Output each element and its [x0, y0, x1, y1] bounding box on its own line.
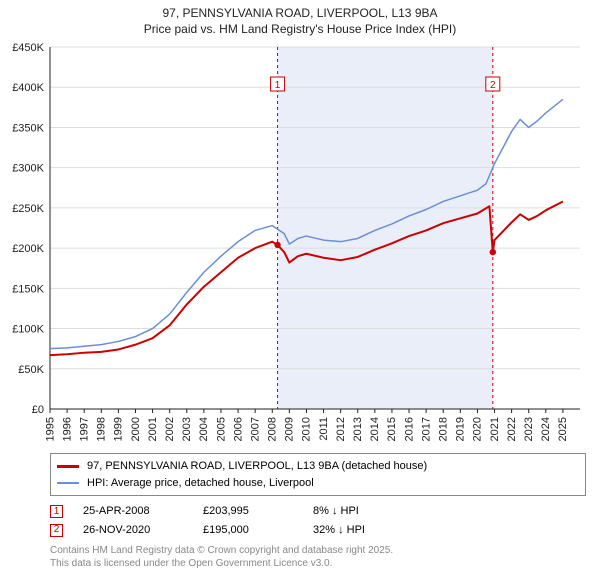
- sale-marker-box: 1: [50, 505, 63, 518]
- svg-text:2010: 2010: [301, 417, 313, 441]
- svg-text:2023: 2023: [523, 417, 535, 441]
- sale-date: 26-NOV-2020: [83, 521, 183, 540]
- svg-text:2000: 2000: [130, 417, 142, 441]
- sale-marker-box: 2: [50, 524, 63, 537]
- svg-text:1: 1: [275, 80, 281, 91]
- svg-text:2012: 2012: [335, 417, 347, 441]
- svg-text:£250K: £250K: [12, 203, 44, 215]
- svg-text:2024: 2024: [540, 417, 552, 441]
- svg-text:£350K: £350K: [12, 123, 44, 135]
- svg-text:1998: 1998: [96, 417, 108, 441]
- svg-text:2005: 2005: [215, 417, 227, 441]
- svg-text:1999: 1999: [113, 417, 125, 441]
- legend-row: HPI: Average price, detached house, Live…: [57, 475, 579, 492]
- svg-text:2019: 2019: [455, 417, 467, 441]
- sale-price: £203,995: [203, 502, 293, 521]
- title-line-1: 97, PENNSYLVANIA ROAD, LIVERPOOL, L13 9B…: [0, 6, 600, 22]
- svg-text:2011: 2011: [318, 417, 330, 441]
- svg-text:£50K: £50K: [18, 364, 44, 376]
- sale-price: £195,000: [203, 521, 293, 540]
- svg-text:£450K: £450K: [12, 42, 44, 54]
- legend-label: 97, PENNSYLVANIA ROAD, LIVERPOOL, L13 9B…: [87, 458, 427, 475]
- svg-text:2007: 2007: [249, 417, 261, 441]
- sale-row: 2 26-NOV-2020 £195,000 32% ↓ HPI: [50, 521, 586, 540]
- chart-container: 97, PENNSYLVANIA ROAD, LIVERPOOL, L13 9B…: [0, 0, 600, 560]
- sales-table: 1 25-APR-2008 £203,995 8% ↓ HPI 2 26-NOV-2020…: [50, 502, 586, 539]
- svg-text:2022: 2022: [506, 417, 518, 441]
- svg-text:2004: 2004: [198, 417, 210, 441]
- svg-text:2002: 2002: [164, 417, 176, 441]
- attribution-line-2: This data is licensed under the Open Gov…: [50, 557, 586, 570]
- svg-text:£100K: £100K: [12, 324, 44, 336]
- sale-delta: 8% ↓ HPI: [313, 502, 413, 521]
- svg-text:2016: 2016: [403, 417, 415, 441]
- svg-text:1996: 1996: [61, 417, 73, 441]
- chart-svg: £0 £50K £100K £150K £200K £250K £300K £350K £400…: [0, 39, 600, 449]
- title-line-2: Price paid vs. HM Land Registry's House …: [0, 22, 600, 38]
- svg-text:1997: 1997: [78, 417, 90, 441]
- svg-text:2003: 2003: [181, 417, 193, 441]
- svg-text:2001: 2001: [147, 417, 159, 441]
- svg-text:1995: 1995: [44, 417, 56, 441]
- svg-text:2006: 2006: [232, 417, 244, 441]
- chart-area: £0 £50K £100K £150K £200K £250K £300K £350K £400…: [0, 39, 600, 449]
- svg-text:£400K: £400K: [12, 82, 44, 94]
- legend-box: 97, PENNSYLVANIA ROAD, LIVERPOOL, L13 9B…: [50, 453, 586, 496]
- svg-text:2015: 2015: [386, 417, 398, 441]
- legend-swatch: [57, 482, 79, 484]
- legend-row: 97, PENNSYLVANIA ROAD, LIVERPOOL, L13 9B…: [57, 458, 579, 475]
- sale-row: 1 25-APR-2008 £203,995 8% ↓ HPI: [50, 502, 586, 521]
- title-block: 97, PENNSYLVANIA ROAD, LIVERPOOL, L13 9B…: [0, 0, 600, 39]
- svg-text:2020: 2020: [472, 417, 484, 441]
- sale-date: 25-APR-2008: [83, 502, 183, 521]
- svg-text:£150K: £150K: [12, 284, 44, 296]
- svg-text:2017: 2017: [420, 417, 432, 441]
- svg-text:2018: 2018: [438, 417, 450, 441]
- svg-text:2009: 2009: [284, 417, 296, 441]
- svg-text:2025: 2025: [557, 417, 569, 441]
- svg-text:£200K: £200K: [12, 243, 44, 255]
- svg-text:2014: 2014: [369, 417, 381, 441]
- attribution-block: Contains HM Land Registry data © Crown c…: [50, 544, 586, 570]
- svg-text:£0: £0: [32, 404, 44, 416]
- svg-text:2013: 2013: [352, 417, 364, 441]
- svg-text:£300K: £300K: [12, 163, 44, 175]
- sale-delta: 32% ↓ HPI: [313, 521, 413, 540]
- svg-text:2021: 2021: [489, 417, 501, 441]
- attribution-line-1: Contains HM Land Registry data © Crown c…: [50, 544, 586, 557]
- svg-text:2008: 2008: [267, 417, 279, 441]
- svg-text:2: 2: [490, 80, 496, 91]
- legend-label: HPI: Average price, detached house, Live…: [87, 475, 314, 492]
- legend-swatch: [57, 465, 79, 468]
